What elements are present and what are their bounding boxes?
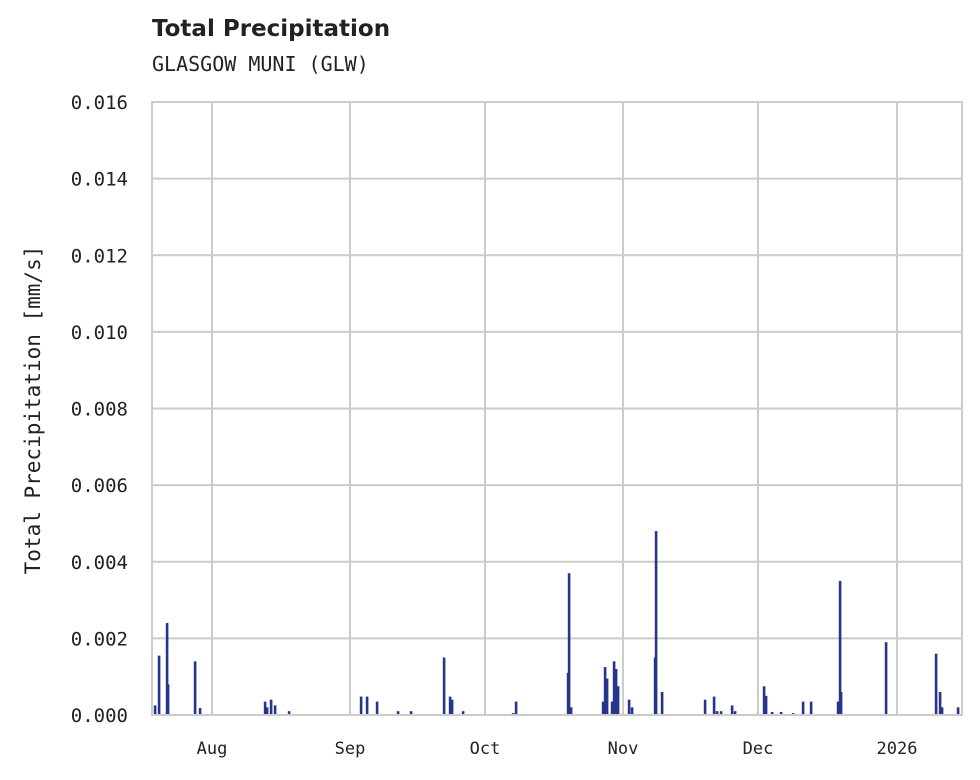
- y-tick-label: 0.016: [71, 92, 128, 114]
- precip-bar: [610, 701, 614, 715]
- precip-bar: [601, 701, 605, 715]
- precip-bar: [448, 696, 452, 715]
- y-tick-label: 0.010: [71, 322, 128, 344]
- precip-bar: [198, 708, 202, 715]
- precip-bar: [838, 580, 842, 715]
- y-axis-label: Total Precipitation [mm/s]: [21, 246, 45, 575]
- precip-bar: [779, 711, 783, 715]
- y-tick-label: 0.002: [71, 628, 128, 650]
- precip-bar: [569, 707, 573, 715]
- precip-bar: [654, 531, 658, 715]
- precipitation-bars: [153, 531, 960, 715]
- precip-bar: [956, 707, 960, 715]
- precip-bar: [157, 655, 161, 715]
- x-tick-label: Aug: [197, 739, 228, 759]
- precip-bar: [801, 701, 805, 715]
- precip-bar: [627, 699, 631, 715]
- precip-bar: [764, 695, 768, 715]
- precip-bar: [396, 711, 400, 715]
- precip-bar: [884, 642, 888, 715]
- precip-bar: [809, 701, 813, 715]
- x-tick-label: Oct: [470, 739, 501, 759]
- precip-bar: [712, 696, 716, 715]
- precip-bar: [715, 711, 719, 715]
- precip-bar: [630, 707, 634, 715]
- x-axis-ticks: Aug Sep Oct Nov Dec 2026: [197, 739, 918, 759]
- precip-bar: [612, 661, 616, 715]
- y-tick-label: 0.006: [71, 475, 128, 497]
- y-tick-label: 0.014: [71, 169, 128, 191]
- x-tick-label: Sep: [335, 739, 366, 759]
- precip-bar: [703, 699, 707, 715]
- x-tick-label: 2026: [877, 739, 918, 759]
- precip-bar: [263, 701, 267, 715]
- y-tick-label: 0.000: [71, 705, 128, 727]
- precip-bar: [603, 667, 607, 715]
- precip-bar: [450, 699, 454, 715]
- precip-bar: [934, 653, 938, 715]
- precip-bar: [614, 669, 618, 715]
- precip-bar: [461, 711, 465, 715]
- precip-bar: [660, 692, 664, 715]
- x-tick-label: Nov: [608, 739, 639, 759]
- precip-bar: [409, 711, 413, 715]
- precip-bar: [839, 692, 843, 715]
- precip-bar: [719, 711, 723, 715]
- y-axis-ticks: 0.000 0.002 0.004 0.006 0.008 0.010 0.012 0.014…: [71, 92, 128, 727]
- plot-frame: [151, 101, 963, 716]
- precip-bar: [165, 623, 169, 715]
- precip-bar: [605, 678, 609, 715]
- y-tick-label: 0.012: [71, 245, 128, 267]
- precip-bar: [273, 705, 277, 715]
- precip-bar: [153, 705, 157, 715]
- precip-bar: [359, 696, 363, 715]
- precip-bar: [265, 707, 269, 715]
- precip-bar: [762, 686, 766, 715]
- precip-bar: [166, 684, 170, 715]
- chart-title: Total Precipitation: [152, 16, 391, 42]
- precip-bar: [836, 701, 840, 715]
- y-tick-label: 0.008: [71, 399, 128, 421]
- grid-lines: [152, 101, 962, 716]
- y-tick-label: 0.004: [71, 552, 128, 574]
- precip-bar: [938, 692, 942, 715]
- precip-bar: [733, 711, 737, 715]
- precip-bar: [567, 573, 571, 715]
- precip-bar: [287, 711, 291, 715]
- precip-bar: [442, 657, 446, 715]
- precip-bar: [375, 701, 379, 715]
- precip-bar: [514, 701, 518, 715]
- chart-subtitle: GLASGOW MUNI (GLW): [152, 52, 369, 76]
- precip-bar: [770, 711, 774, 715]
- precip-bar: [940, 707, 944, 715]
- precip-bar: [193, 661, 197, 715]
- precip-bar: [365, 696, 369, 715]
- precip-bar: [730, 705, 734, 715]
- precip-bar: [269, 699, 273, 715]
- x-tick-label: Dec: [743, 739, 774, 759]
- precip-bar: [616, 686, 620, 715]
